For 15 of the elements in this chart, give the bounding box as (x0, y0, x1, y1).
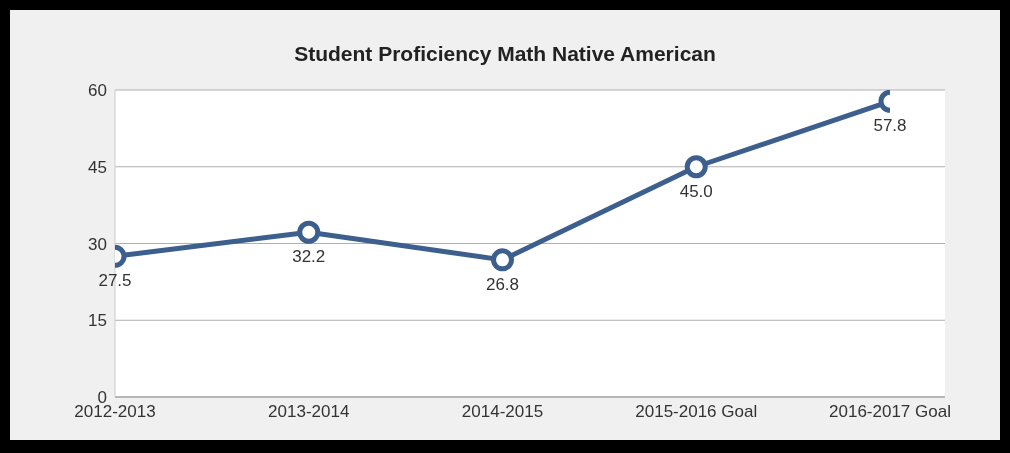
y-tick-label: 60 (88, 81, 107, 101)
x-tick-label: 2016-2017 Goal (829, 402, 951, 422)
x-tick-label: 2014-2015 (461, 402, 544, 422)
data-label: 57.8 (873, 116, 907, 136)
x-tick-label: 2013-2014 (268, 402, 350, 422)
data-label: 26.8 (485, 274, 520, 294)
y-tick-label: 30 (88, 234, 107, 254)
chart-title: Student Proficiency Math Native American (293, 42, 717, 66)
data-label: 27.5 (98, 271, 132, 291)
y-tick-label: 45 (88, 157, 107, 177)
x-tick-label: 2015-2016 Goal (635, 402, 758, 422)
data-label: 45.0 (679, 181, 713, 201)
point (491, 248, 514, 272)
data-label: 32.2 (292, 247, 326, 267)
y-tick-label: 15 (88, 311, 107, 331)
